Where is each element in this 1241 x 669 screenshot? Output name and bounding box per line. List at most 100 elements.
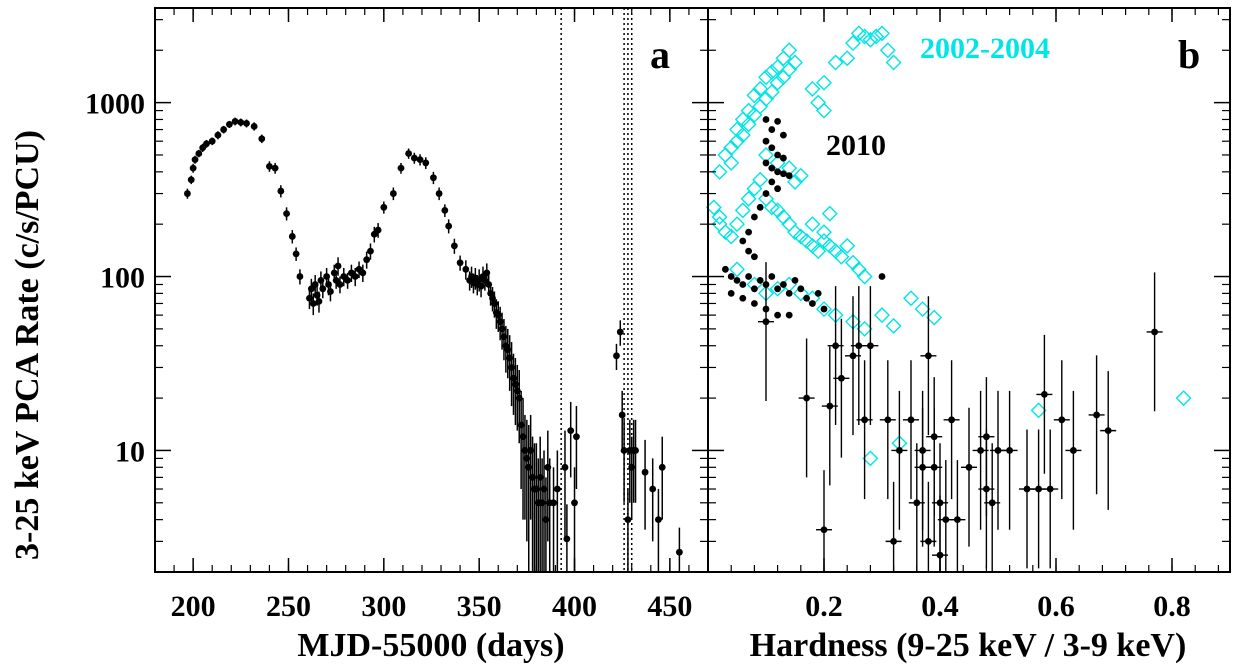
point-b-s1-85: [1070, 447, 1077, 454]
point-a-s0-13: [243, 119, 250, 127]
point-b-s1-22: [722, 265, 729, 273]
point-b-s1-24: [733, 277, 741, 284]
ytick-label-2: 1000: [85, 88, 145, 121]
point-b-s1-59: [896, 447, 903, 454]
point-a-s0-61: [462, 265, 470, 273]
y-axis-label: 3-25 keV PCA Rate (c/s/PCU): [9, 130, 46, 560]
xtick-label-a-3: 350: [457, 590, 502, 623]
point-b-s1-57: [884, 416, 892, 424]
point-a-s0-47: [374, 226, 382, 234]
point-b-s0-80: [839, 50, 856, 67]
point-b-s1-51: [832, 342, 839, 350]
point-b-s0-78: [816, 74, 832, 91]
point-b-s1-54: [855, 342, 863, 350]
point-a-s0-7: [208, 137, 216, 145]
point-b-s1-15: [762, 190, 770, 197]
point-b-s0-8: [758, 69, 774, 86]
point-b-s0-63: [816, 301, 832, 318]
point-b-s0-24: [787, 54, 803, 71]
point-a-s0-19: [283, 210, 290, 218]
point-a-s0-110: [571, 499, 578, 507]
point-b-s0-44: [810, 243, 827, 260]
point-a-s0-33: [327, 288, 334, 295]
point-b-s0-16: [740, 116, 757, 133]
point-b-s1-36: [803, 294, 810, 302]
point-b-s1-55: [861, 416, 868, 424]
point-b-s0-55: [821, 205, 838, 222]
point-a-s0-0: [184, 190, 191, 197]
panel-a-frame: [154, 7, 709, 573]
point-b-s1-39: [820, 305, 828, 313]
point-b-s0-71: [926, 309, 943, 326]
point-a-s0-59: [450, 242, 458, 250]
point-b-s1-0: [762, 116, 770, 123]
point-b-s1-37: [809, 300, 816, 307]
point-a-s0-12: [237, 118, 245, 126]
point-b-s0-29: [723, 228, 740, 245]
xtick-label-a-5: 450: [647, 590, 692, 623]
point-b-s0-39: [781, 216, 798, 233]
point-a-s0-116: [624, 516, 632, 524]
point-b-s1-83: [1046, 485, 1054, 493]
point-b-s1-46: [762, 318, 770, 326]
point-b-s1-7: [780, 154, 787, 162]
point-b-s1-12: [785, 172, 793, 180]
point-a-s0-25: [309, 300, 317, 307]
point-b-s1-52: [838, 374, 845, 382]
point-a-s0-30: [319, 285, 327, 293]
point-b-s0-66: [856, 320, 873, 337]
xtick-label-b-2: 0.6: [1037, 590, 1075, 623]
panel-a: 200 250 300 350 400 450 10 100 1000 a MJD-55000 …: [85, 7, 709, 664]
point-b-s1-63: [919, 447, 926, 454]
point-b-s0-14: [729, 133, 745, 150]
point-b-s1-65: [925, 352, 932, 360]
point-b-s1-18: [745, 228, 752, 236]
point-b-s0-2: [723, 139, 740, 156]
point-b-s0-6: [746, 87, 763, 104]
point-b-s1-35: [797, 285, 805, 293]
panel-a-label: a: [650, 32, 670, 77]
point-a-s0-105: [550, 499, 557, 507]
point-a-s0-60: [456, 259, 464, 267]
point-b-s1-34: [791, 277, 799, 284]
point-b-s1-4: [762, 137, 770, 145]
point-a-s0-14: [250, 122, 258, 130]
panel-b: 0.2 0.4 0.6 0.8 b 2002-2004 2010 Hardness (…: [705, 7, 1231, 664]
point-b-s0-87: [879, 42, 896, 59]
point-a-s0-2: [189, 164, 197, 172]
point-a-s0-51: [405, 150, 413, 157]
point-b-s0-68: [885, 317, 902, 334]
point-b-s1-45: [785, 311, 793, 319]
point-b-s0-41: [792, 228, 809, 245]
point-b-s1-31: [774, 285, 781, 293]
point-a-s0-43: [359, 269, 367, 277]
point-b-s0-38: [775, 208, 792, 225]
point-a-s0-124: [658, 463, 666, 471]
point-b-s0-56: [729, 261, 745, 278]
point-b-s1-69: [936, 551, 944, 559]
point-b-s1-53: [849, 352, 857, 360]
xtick-label-b-0: 0.2: [805, 590, 843, 623]
point-a-s0-4: [195, 150, 203, 157]
point-b-s1-27: [751, 285, 758, 293]
xtick-label-a-1: 250: [266, 590, 311, 623]
panel-a-marks: [184, 8, 683, 572]
point-b-s0-86: [874, 25, 890, 42]
point-b-s1-14: [774, 185, 781, 193]
panel-a-axes: 200 250 300 350 400 450 10 100 1000: [85, 8, 709, 623]
point-b-s1-3: [780, 131, 787, 139]
point-a-s0-113: [616, 328, 624, 336]
point-a-s0-18: [277, 187, 285, 195]
point-a-s0-106: [553, 485, 561, 493]
point-a-s0-114: [618, 411, 626, 419]
point-b-s0-23: [781, 61, 798, 78]
point-b-s0-15: [734, 127, 751, 144]
point-b-s1-32: [780, 281, 787, 288]
point-b-s0-67: [874, 307, 890, 324]
point-b-s0-76: [792, 167, 809, 184]
point-b-s1-86: [1093, 411, 1100, 419]
point-a-s0-17: [271, 164, 279, 172]
point-a-s0-48: [380, 203, 388, 211]
point-b-s0-81: [845, 35, 861, 52]
